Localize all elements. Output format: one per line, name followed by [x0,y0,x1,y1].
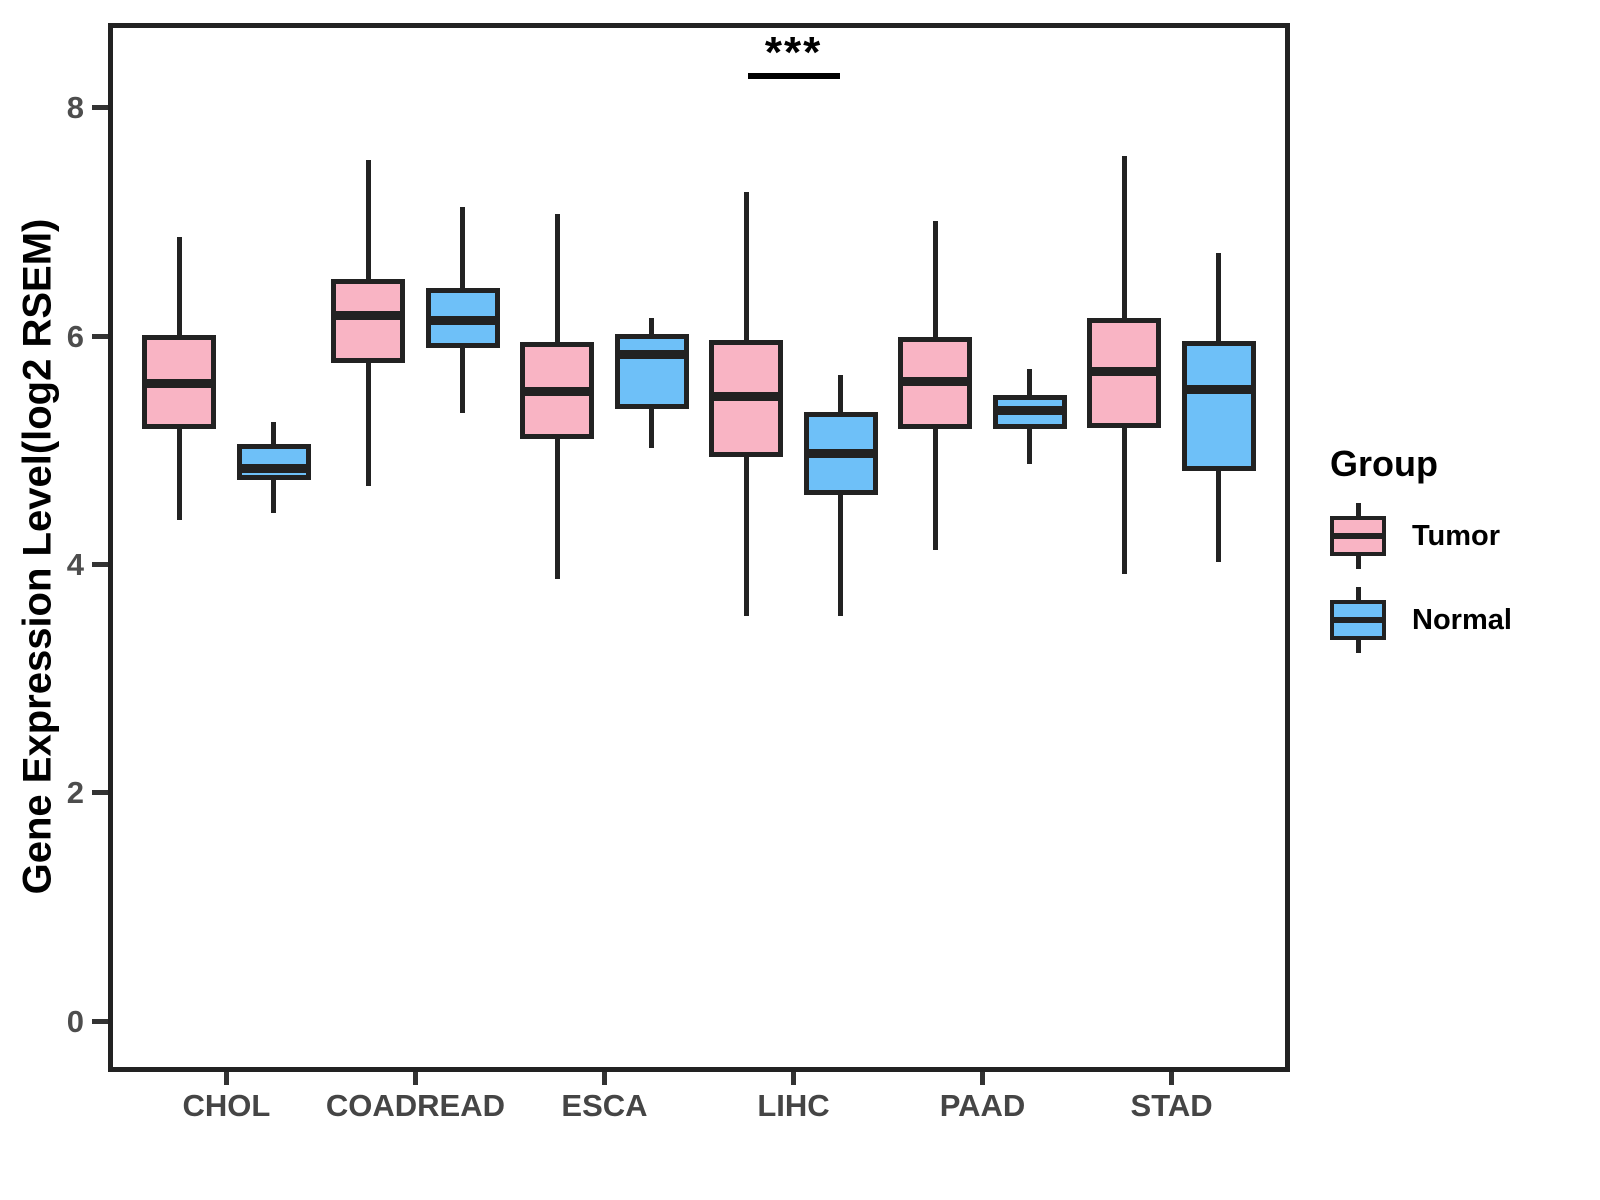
legend-entry-normal: Normal [1330,585,1512,655]
x-tick-label: ESCA [561,1088,648,1123]
box-normal-CHOL [236,443,311,481]
x-tick-mark [412,1072,418,1085]
median-tumor-ESCA [520,386,595,396]
median-normal-ESCA [614,350,689,360]
y-tick-mark [92,333,108,339]
y-tick-label: 2 [66,775,84,811]
significance-line [747,73,840,79]
x-tick-mark [980,1072,986,1085]
legend-label: Tumor [1412,519,1501,552]
y-tick-mark [92,1018,108,1024]
x-tick-label: COADREAD [325,1088,505,1123]
median-tumor-COADREAD [331,311,406,321]
median-tumor-LIHC [709,392,784,402]
x-tick-label: CHOL [182,1088,271,1123]
median-normal-LIHC [803,449,878,459]
x-tick-label: PAAD [939,1088,1026,1123]
legend-label: Normal [1412,603,1512,636]
y-tick-mark [92,790,108,796]
legend-key-icon [1330,503,1386,569]
x-tick-mark [223,1072,229,1085]
median-normal-PAAD [992,405,1067,415]
median-normal-STAD [1181,385,1256,395]
median-normal-CHOL [236,464,311,474]
x-tick-mark [791,1072,797,1085]
box-normal-STAD [1181,340,1256,471]
median-tumor-CHOL [142,378,217,388]
legend-entry-tumor: Tumor [1330,501,1512,571]
x-tick-mark [1169,1072,1175,1085]
whisker-normal-LIHC [838,375,844,616]
legend-title: Group [1330,443,1438,484]
legend: Group Tumor Normal [1330,443,1512,669]
y-tick-label: 6 [66,318,84,354]
legend-key-icon [1330,587,1386,653]
y-tick-label: 0 [66,1003,84,1039]
y-tick-mark [92,562,108,568]
y-tick-label: 4 [66,547,84,583]
y-tick-label: 8 [66,90,84,126]
median-tumor-STAD [1087,367,1162,377]
box-normal-ESCA [614,333,689,410]
median-normal-COADREAD [425,315,500,325]
x-tick-mark [601,1072,607,1085]
x-tick-label: LIHC [757,1088,830,1123]
box-tumor-COADREAD [331,279,406,363]
y-tick-mark [92,105,108,111]
median-tumor-PAAD [898,377,973,387]
significance-stars: *** [764,28,823,77]
legend-entries: Tumor Normal [1330,501,1512,655]
x-tick-label: STAD [1130,1088,1213,1123]
plot-panel [108,23,1290,1072]
